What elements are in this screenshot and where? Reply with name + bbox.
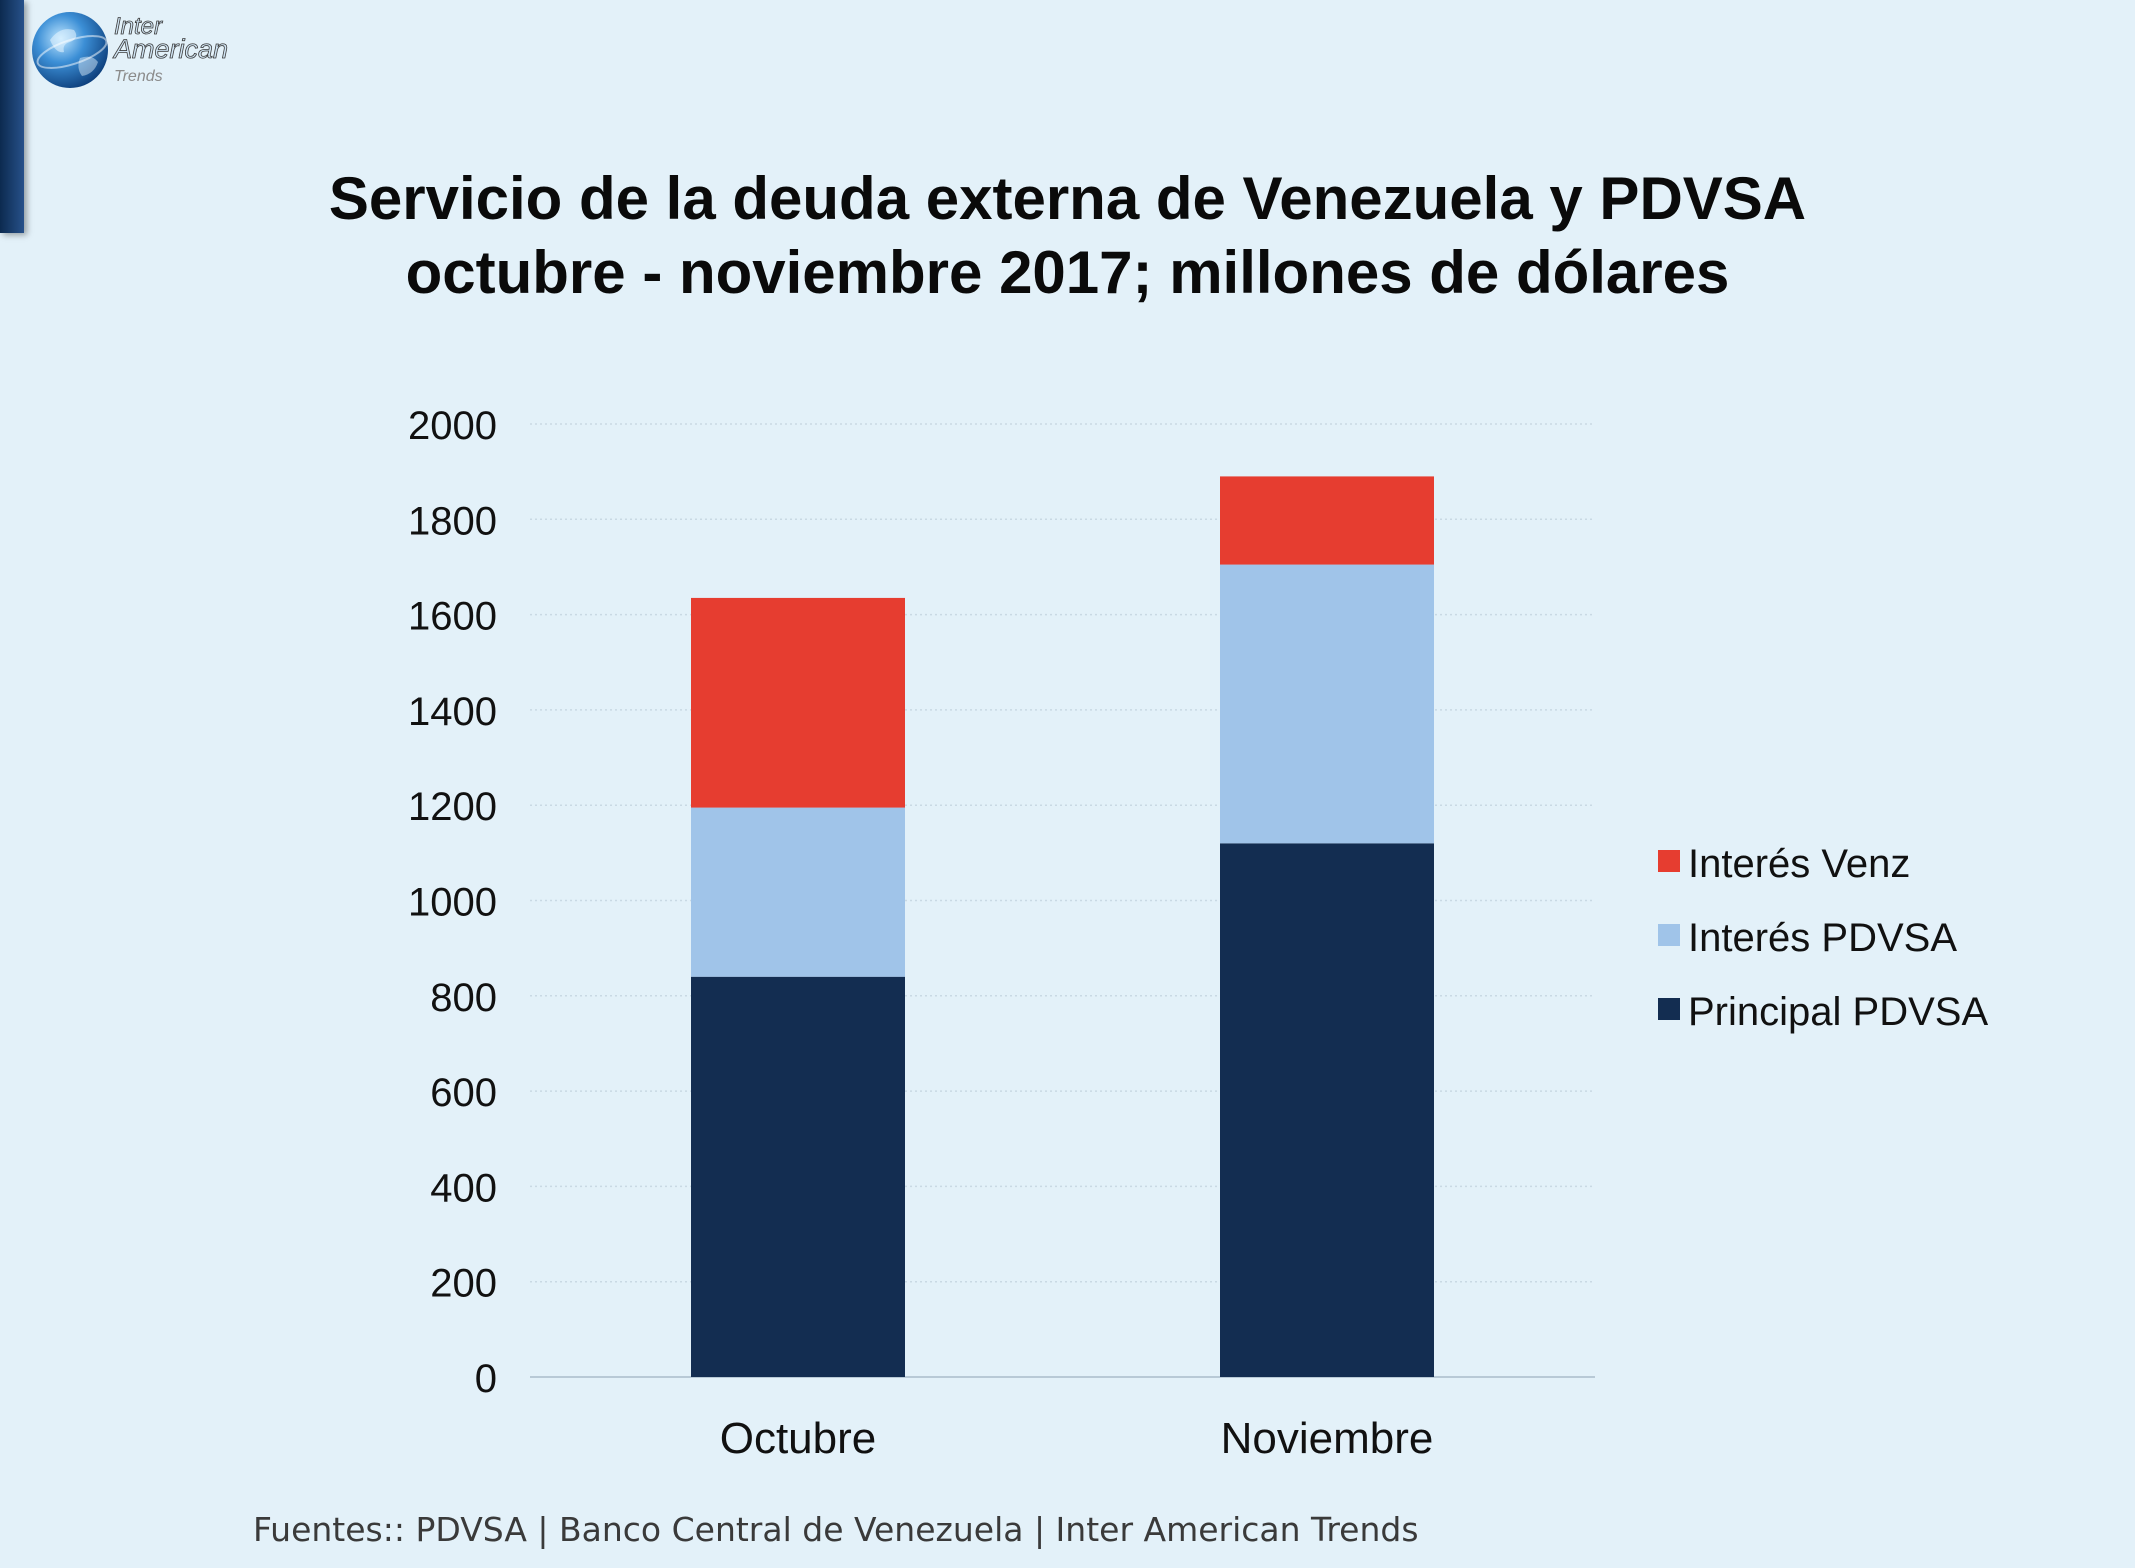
logo-text-trends: Trends bbox=[114, 68, 163, 85]
y-axis-ticks: 0 200 400 600 800 1000 1200 1400 1600 1800 2000 bbox=[408, 404, 497, 1401]
chart-title-line-1: Servicio de la deuda externa de Venezuel… bbox=[328, 165, 1807, 232]
y-tick-label: 600 bbox=[430, 1071, 497, 1115]
y-tick-label: 800 bbox=[430, 976, 497, 1020]
y-tick-label: 1200 bbox=[408, 785, 497, 829]
inter-american-trends-logo: Inter American Trends bbox=[32, 12, 228, 88]
x-axis-labels: Octubre Noviembre bbox=[720, 1414, 1434, 1463]
bar-octubre-inter-s-pdvsa bbox=[691, 807, 905, 977]
logo-text-inter: Inter bbox=[114, 13, 163, 40]
y-tick-label: 200 bbox=[430, 1262, 497, 1306]
y-tick-label: 1000 bbox=[408, 881, 497, 925]
chart-title-line-2: octubre - noviembre 2017; millones de dó… bbox=[405, 239, 1730, 306]
logo-text-american: American bbox=[112, 34, 228, 64]
bar-octubre-inter-s-venz bbox=[691, 597, 905, 808]
x-tick-label: Octubre bbox=[720, 1414, 877, 1463]
legend-swatch bbox=[1658, 924, 1680, 946]
bar-noviembre-principal-pdvsa bbox=[1220, 843, 1434, 1377]
gridlines bbox=[530, 423, 1595, 1378]
y-tick-label: 400 bbox=[430, 1166, 497, 1210]
y-tick-label: 1800 bbox=[408, 499, 497, 543]
chart-title: Servicio de la deuda externa de Venezuel… bbox=[0, 162, 2135, 310]
globe-icon bbox=[32, 12, 108, 88]
legend-label: Principal PDVSA bbox=[1688, 990, 1988, 1034]
source-note: Fuentes:: PDVSA | Banco Central de Venez… bbox=[253, 1510, 1419, 1549]
left-accent-bar bbox=[0, 0, 24, 233]
bars bbox=[691, 476, 1434, 1377]
legend: Interés Venz Interés PDVSA Principal PDVSA bbox=[1658, 842, 1988, 1034]
bar-noviembre-inter-s-pdvsa bbox=[1220, 564, 1434, 844]
legend-label: Interés PDVSA bbox=[1688, 916, 1957, 960]
bar-noviembre-inter-s-venz bbox=[1220, 476, 1434, 565]
y-tick-label: 1400 bbox=[408, 690, 497, 734]
y-tick-label: 2000 bbox=[408, 404, 497, 448]
y-tick-label: 0 bbox=[475, 1357, 497, 1401]
legend-swatch bbox=[1658, 998, 1680, 1020]
x-tick-label: Noviembre bbox=[1221, 1414, 1434, 1463]
y-tick-label: 1600 bbox=[408, 595, 497, 639]
legend-swatch bbox=[1658, 850, 1680, 872]
bar-octubre-principal-pdvsa bbox=[691, 976, 905, 1377]
legend-label: Interés Venz bbox=[1688, 842, 1910, 886]
